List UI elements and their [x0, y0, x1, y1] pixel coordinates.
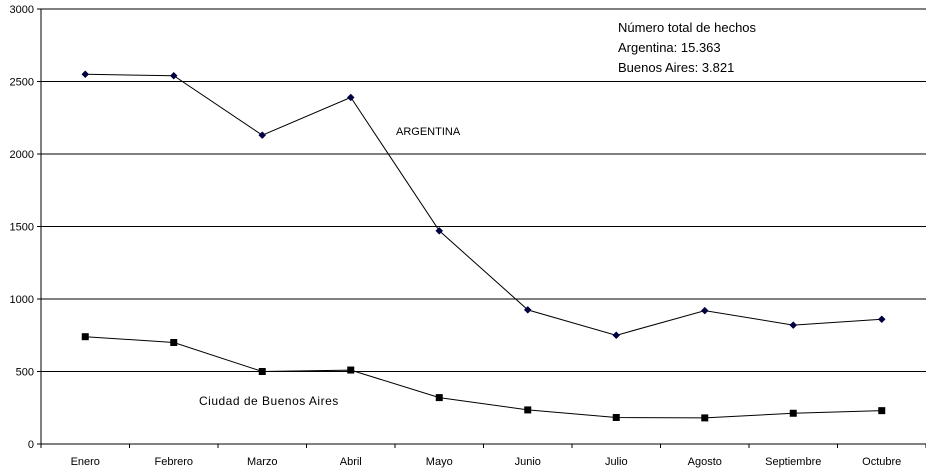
y-tick-label-2500: 2500: [10, 77, 34, 89]
x-tick-label-enero: Enero: [71, 456, 100, 468]
total-annotation: Número total de hechos Argentina: 15.363…: [618, 20, 757, 75]
y-tick-label-1000: 1000: [10, 294, 34, 306]
data-point-ciudad-de-buenos-aires: [524, 406, 532, 414]
x-axis-ticks: Enero Febrero Marzo Abril Mayo Junio Julio Agos…: [40, 444, 926, 468]
data-point-argentina: [612, 331, 621, 340]
annotation-line-buenos-aires: Buenos Aires: 3.821: [618, 60, 734, 75]
data-point-argentina: [169, 71, 178, 80]
data-point-ciudad-de-buenos-aires: [701, 414, 709, 422]
data-point-argentina: [523, 306, 532, 314]
data-point-argentina: [700, 306, 709, 315]
series-line-ciudad-de-buenos-aires: [85, 336, 882, 419]
y-tick-label-1500: 1500: [10, 222, 34, 234]
gridlines: [41, 8, 926, 372]
data-point-ciudad-de-buenos-aires: [258, 368, 266, 375]
data-point-ciudad-de-buenos-aires: [347, 366, 355, 374]
y-tick-label-0: 0: [28, 439, 34, 451]
data-point-argentina: [258, 131, 267, 140]
x-tick-label-marzo: Marzo: [247, 456, 278, 468]
series-line-argentina: [85, 73, 882, 336]
data-point-ciudad-de-buenos-aires: [435, 394, 443, 402]
y-tick-label-3000: 3000: [10, 4, 34, 16]
data-point-ciudad-de-buenos-aires: [170, 339, 178, 346]
x-tick-label-octubre: Octubre: [862, 456, 901, 468]
x-tick-label-julio: Julio: [605, 456, 628, 468]
y-tick-label-500: 500: [16, 367, 34, 379]
x-tick-label-agosto: Agosto: [688, 456, 722, 468]
data-point-ciudad-de-buenos-aires: [612, 413, 620, 421]
data-point-argentina: [877, 315, 886, 324]
x-tick-label-septiembre: Septiembre: [765, 456, 821, 468]
x-tick-label-febrero: Febrero: [154, 456, 193, 468]
data-point-argentina: [789, 321, 798, 329]
x-tick-label-abril: Abril: [340, 456, 362, 468]
data-point-argentina: [81, 70, 90, 79]
x-tick-label-mayo: Mayo: [426, 456, 453, 468]
data-point-argentina: [346, 93, 355, 102]
y-tick-label-2000: 2000: [10, 149, 34, 161]
data-point-ciudad-de-buenos-aires: [878, 407, 886, 415]
annotation-title: Número total de hechos: [618, 20, 757, 35]
series-label-argentina: ARGENTINA: [396, 126, 461, 138]
data-point-ciudad-de-buenos-aires: [789, 409, 797, 417]
data-point-argentina: [435, 226, 444, 235]
data-point-ciudad-de-buenos-aires: [81, 333, 89, 341]
y-axis-ticks: 0 500 1000 1500 2000 2500 3000: [10, 4, 41, 451]
x-tick-label-junio: Junio: [515, 456, 541, 468]
series-label-buenos-aires: Ciudad de Buenos Aires: [199, 394, 339, 408]
annotation-line-argentina: Argentina: 15.363: [618, 40, 721, 55]
series-group: [81, 70, 886, 422]
